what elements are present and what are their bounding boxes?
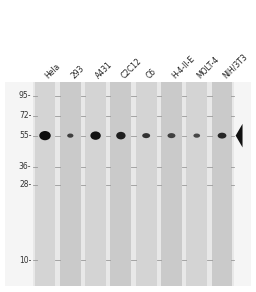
Ellipse shape	[218, 133, 226, 139]
Text: 55-: 55-	[19, 131, 31, 140]
Text: 95-: 95-	[19, 91, 31, 100]
Ellipse shape	[193, 133, 200, 138]
Bar	[161, 82, 182, 286]
Text: NIH/3T3: NIH/3T3	[221, 52, 249, 80]
Text: H-4-II-E: H-4-II-E	[170, 54, 196, 80]
Bar	[186, 82, 207, 286]
Ellipse shape	[167, 133, 175, 138]
Bar	[85, 82, 106, 286]
Text: Hela: Hela	[44, 61, 62, 80]
Ellipse shape	[90, 131, 101, 140]
Ellipse shape	[39, 131, 51, 140]
Text: C2C12: C2C12	[120, 56, 144, 80]
Ellipse shape	[116, 132, 126, 139]
Bar	[110, 82, 131, 286]
Ellipse shape	[142, 133, 150, 138]
Bar	[60, 82, 81, 286]
Bar	[136, 82, 157, 286]
Text: C6: C6	[145, 67, 158, 80]
Text: A431: A431	[94, 60, 115, 80]
Bar	[212, 82, 232, 286]
Text: 293: 293	[69, 63, 86, 80]
Text: 28-: 28-	[19, 180, 31, 190]
Text: 36-: 36-	[19, 162, 31, 171]
Polygon shape	[236, 124, 242, 147]
Bar	[35, 82, 56, 286]
Bar	[33, 82, 234, 286]
Text: MOLT-4: MOLT-4	[196, 54, 221, 80]
Ellipse shape	[67, 133, 73, 138]
Text: 72-: 72-	[19, 112, 31, 121]
Text: 10-: 10-	[19, 256, 31, 265]
